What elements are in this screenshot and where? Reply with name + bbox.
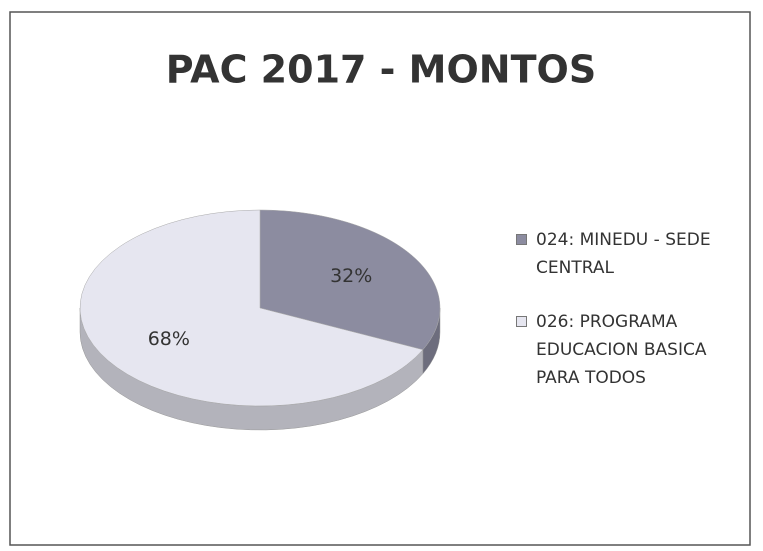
data-label: 32% [330, 265, 372, 287]
chart-title: PAC 2017 - MONTOS [166, 48, 596, 92]
legend-label: 026: PROGRAMA EDUCACION BASICA PARA TODO… [536, 312, 707, 388]
legend-item: 026: PROGRAMA EDUCACION BASICA PARA TODO… [516, 308, 746, 392]
pie-slice [259, 209, 441, 351]
pie-slice [79, 209, 424, 407]
legend-swatch [516, 234, 527, 245]
legend-label: 024: MINEDU - SEDE CENTRAL [536, 230, 711, 278]
data-label: 68% [148, 328, 190, 350]
legend-swatch [516, 316, 527, 327]
legend-item: 024: MINEDU - SEDE CENTRAL [516, 226, 746, 282]
legend: 024: MINEDU - SEDE CENTRAL 026: PROGRAMA … [516, 226, 746, 418]
